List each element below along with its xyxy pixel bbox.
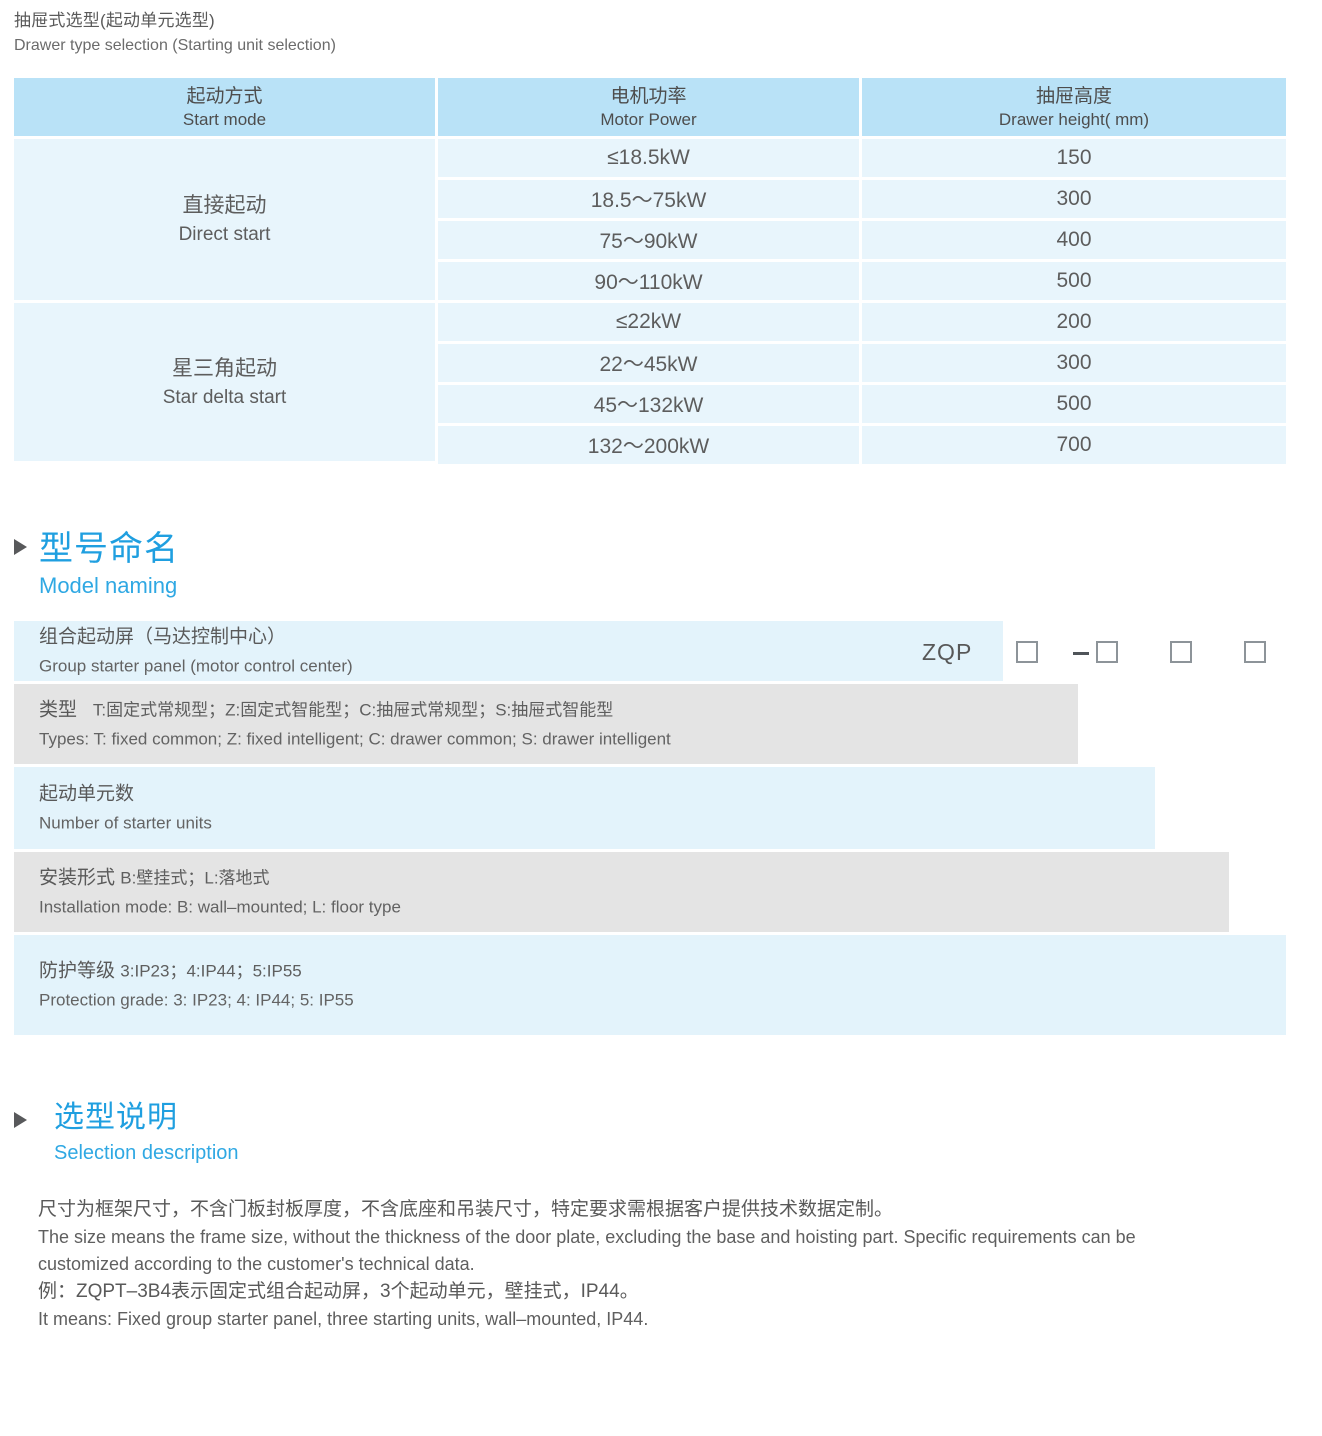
table-header-row: 起动方式 Start mode 电机功率 Motor Power 抽屉高度 Dr… [14,78,1286,139]
group-label-direct-start: 直接起动 Direct start [14,139,438,303]
desc-cn-line-1: 尺寸为框架尺寸，不含门板封板厚度，不含底座和吊装尺寸，特定要求需根据客户提供技术… [38,1199,894,1220]
cell-drawer-height: 700 [862,426,1286,464]
header-en: Motor Power [600,109,697,129]
header-cn: 起动方式 [186,85,263,107]
naming-row-number-of-starter-units: 起动单元数 Number of starter units [14,767,1155,852]
model-code-dash-icon [1073,652,1089,655]
table-row: 90～110kW 500 [14,262,1286,303]
cell-motor-power: 45～132kW [438,385,862,426]
naming-row-en: Types: T: fixed common; Z: fixed intelli… [39,729,671,749]
cell-drawer-height: 150 [862,139,1286,180]
cell-drawer-height: 400 [862,221,1286,262]
naming-row-cn: 防护等级 3:IP23；4:IP44；5:IP55 [39,957,354,987]
desc-en-line-1a: The size means the frame size, without t… [38,1227,1136,1247]
caption-cn: 抽屉式选型(起动单元选型) [14,11,215,30]
cell-motor-power: ≤22kW [438,303,862,344]
group-label-cn: 直接起动 [182,194,267,217]
cell-motor-power: 18.5～75kW [438,180,862,221]
naming-row-cn-value: T:固定式常规型；Z:固定式智能型；C:抽屉式常规型；S:抽屉式智能型 [92,700,614,720]
model-code-prefix: ZQP [922,639,973,665]
naming-row-cn-label: 防护等级 [39,960,116,982]
naming-row-types: 类型 T:固定式常规型；Z:固定式智能型；C:抽屉式常规型；S:抽屉式智能型 T… [14,684,1078,767]
header-cn: 电机功率 [610,85,687,107]
drawer-selection-caption: 抽屉式选型(起动单元选型) Drawer type selection (Sta… [14,8,914,58]
naming-row-cn-value: 3:IP23；4:IP44；5:IP55 [120,961,302,981]
naming-row-cn-label: 安装形式 [39,867,116,889]
cell-drawer-height: 500 [862,262,1286,303]
drawer-selection-table: 起动方式 Start mode 电机功率 Motor Power 抽屉高度 Dr… [14,78,1286,464]
desc-cn-line-2: 例：ZQPT–3B4表示固定式组合起动屏，3个起动单元，壁挂式，IP44。 [38,1281,639,1302]
naming-row-cn: 安装形式 B:壁挂式；L:落地式 [39,864,401,894]
cell-motor-power: ≤18.5kW [438,139,862,180]
header-en: Drawer height( mm) [998,109,1150,129]
table-row: 18.5～75kW 300 [14,180,1286,221]
cell-motor-power: 90～110kW [438,262,862,303]
table-row: 星三角起动 Star delta start ≤22kW 200 [14,303,1286,464]
group-label-en: Star delta start [162,386,287,408]
group-label-cn: 星三角起动 [172,356,277,380]
model-code-box-type[interactable] [1016,641,1038,663]
naming-row-installation-mode: 安装形式 B:壁挂式；L:落地式 Installation mode: B: w… [14,852,1229,935]
section-heading-model-naming: 型号命名 Model naming [14,528,179,602]
model-code-box-installation[interactable] [1170,641,1192,663]
header-en: Start mode [182,109,267,129]
group-label-star-delta-start: 星三角起动 Star delta start [14,303,438,464]
naming-row-en: Group starter panel (motor control cente… [39,656,353,676]
naming-row-cn: 起动单元数 [39,783,135,805]
triangle-bullet-icon [14,1112,27,1128]
cell-motor-power: 75～90kW [438,221,862,262]
naming-row-cn-value: B:壁挂式；L:落地式 [120,868,270,888]
table-row: 45～132kW 500 [14,385,1286,426]
cell-drawer-height: 500 [862,385,1286,426]
naming-row-cn: 类型 T:固定式常规型；Z:固定式智能型；C:抽屉式常规型；S:抽屉式智能型 [39,696,671,726]
table-header-drawer-height: 抽屉高度 Drawer height( mm) [862,78,1286,139]
cell-drawer-height: 200 [862,303,1286,344]
table-row: 22～45kW 300 [14,344,1286,385]
table-row: 直接起动 Direct start ≤18.5kW 150 [14,139,1286,303]
model-code-box-unit-count[interactable] [1096,641,1118,663]
naming-row-group-starter-panel: 组合起动屏（马达控制中心） Group starter panel (motor… [14,621,1003,684]
desc-en-line-1b: customized according to the customer's t… [38,1254,475,1274]
selection-description-body: 尺寸为框架尺寸，不含门板封板厚度，不含底座和吊装尺寸，特定要求需根据客户提供技术… [38,1196,1294,1333]
caption-en: Drawer type selection (Starting unit sel… [14,37,336,54]
table-header-motor-power: 电机功率 Motor Power [438,78,862,139]
table-row: 75～90kW 400 [14,221,1286,262]
cell-motor-power: 22～45kW [438,344,862,385]
naming-row-en: Number of starter units [39,813,212,833]
naming-row-cn-label: 类型 [39,699,78,721]
cell-drawer-height: 300 [862,180,1286,221]
header-cn: 抽屉高度 [1035,85,1112,107]
section-title-cn: 型号命名 [39,530,179,568]
triangle-bullet-icon [14,539,27,555]
naming-row-en: Protection grade: 3: IP23; 4: IP44; 5: I… [39,990,354,1010]
naming-row-cn: 组合起动屏（马达控制中心） [39,626,287,648]
model-code-box-protection[interactable] [1244,641,1266,663]
cell-drawer-height: 300 [862,344,1286,385]
section-title-cn: 选型说明 [54,1101,178,1134]
section-title-en: Selection description [54,1142,239,1164]
table-header-start-mode: 起动方式 Start mode [14,78,438,139]
naming-row-protection-grade: 防护等级 3:IP23；4:IP44；5:IP55 Protection gra… [14,935,1286,1035]
table-row: 132～200kW 700 [14,426,1286,464]
section-title-en: Model naming [39,573,178,598]
naming-row-en: Installation mode: B: wall–mounted; L: f… [39,897,401,917]
desc-en-line-2: It means: Fixed group starter panel, thr… [38,1309,649,1329]
cell-motor-power: 132～200kW [438,426,862,464]
group-label-en: Direct start [178,224,271,245]
section-heading-selection-description: 选型说明 Selection description [14,1098,239,1168]
model-naming-diagram: 组合起动屏（马达控制中心） Group starter panel (motor… [14,621,1286,1035]
